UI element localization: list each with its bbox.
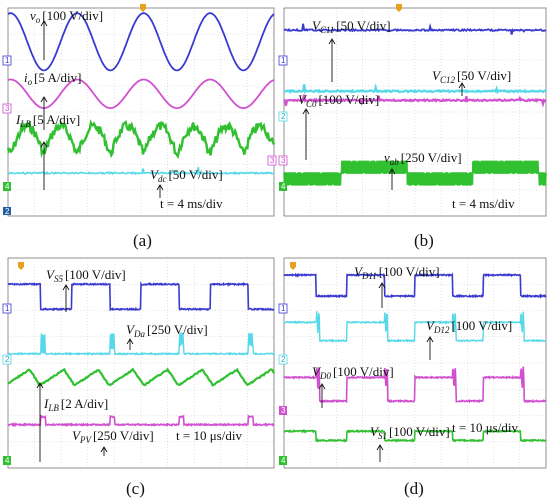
grid [284,258,546,468]
caption-c: (c) [126,479,145,498]
channel-marker-2: 2 [2,354,12,365]
channel-marker-3b: 3 [267,155,277,166]
trace-vd12 [283,311,547,344]
trace-vpv [7,413,275,428]
time-scale-d: t = 10 μs/div [452,420,518,435]
trace-vd0 [283,366,547,404]
grid [8,258,274,468]
time-scale-a: t = 4 ms/div [160,196,223,211]
channel-marker-1: 1 [278,303,288,314]
channel-marker-3: 3 [279,406,287,415]
trace-vda [7,332,275,357]
trace-vo [7,12,275,72]
grid-lines [284,8,546,216]
svg-text:2: 2 [281,112,286,121]
panel-d: VD11 [100 V/div] VD12 [100 V/div] VD0 [100 … [278,257,547,498]
svg-text:2: 2 [281,355,286,364]
label-ilb: ILB [5 A/div] [15,112,80,129]
svg-text:4: 4 [281,456,286,465]
label-vs5: VS5 [100 V/div] [46,267,126,284]
label-vab: vab [250 V/div] [384,150,462,167]
grid [8,8,274,216]
grid-lines [8,8,274,216]
trigger-marker [290,262,296,270]
panel-c: VS5 [100 V/div] VDa [250 V/div] ILB [2 A/di… [2,257,276,498]
panel-a: vo [100 V/div] io [5 A/div] ILB [5 A/div] V… [2,4,277,250]
label-vc0: VC0 [100 V/div] [298,92,379,109]
grid-lines [284,258,546,468]
panel-b: VC11 [50 V/div] VC12 [50 V/div] VC0 [100 V/… [278,4,547,250]
channel-marker-3: 3 [278,155,288,166]
channel-marker-2: 2 [278,354,288,365]
label-vc12: VC12 [50 V/div] [432,68,511,85]
trace-ilb [7,367,276,388]
label-vd11: VD11 [100 V/div] [354,264,440,281]
trace-vab [283,160,547,186]
svg-text:2: 2 [5,207,10,216]
channel-marker-4: 4 [3,182,11,191]
label-vd0: VD0 [100 V/div] [312,364,394,381]
label-vda: VDa [250 V/div] [126,322,208,339]
channel-marker-4: 4 [279,456,287,465]
channel-marker-2: 2 [278,111,288,122]
grid-lines [8,258,274,468]
caption-d: (d) [404,479,424,498]
svg-text:2: 2 [5,355,10,364]
arrows [302,38,466,190]
label-vc11: VC11 [50 V/div] [312,18,391,35]
trace-vc12 [283,83,547,95]
svg-text:3: 3 [281,406,286,415]
trigger-marker [140,4,146,12]
trace-vc11 [283,22,547,35]
grid [284,8,546,216]
channel-marker-1: 1 [278,55,288,66]
caption-b: (b) [414,231,434,250]
channel-marker-3: 3 [2,103,12,114]
label-vs1: VS1 [100 V/div] [370,424,450,441]
svg-text:4: 4 [5,456,10,465]
label-ilb: ILB [2 A/div] [43,396,108,413]
label-vd12: VD12 [100 V/div] [426,318,512,335]
svg-text:3: 3 [270,156,275,165]
label-vo: vo [100 V/div] [30,8,103,25]
trace-vd11 [283,272,547,299]
svg-text:1: 1 [5,56,10,65]
trigger-marker [18,262,24,270]
svg-text:1: 1 [281,304,286,313]
arrows [36,284,134,462]
trace-io [7,78,275,110]
arrows [40,20,164,198]
channel-marker-2: 2 [3,207,11,216]
channel-marker-4: 4 [3,456,11,465]
channel-marker-1: 1 [2,303,12,314]
channel-marker-1: 1 [2,55,12,66]
time-scale-c: t = 10 μs/div [176,428,242,443]
svg-text:3: 3 [281,156,286,165]
trigger-marker [396,4,402,12]
time-scale-b: t = 4 ms/div [452,196,515,211]
trace-vdc [7,166,274,176]
svg-text:1: 1 [5,304,10,313]
arrows [318,282,434,462]
label-vdc: Vdc [50 V/div] [150,167,223,184]
svg-text:3: 3 [5,104,10,113]
svg-text:4: 4 [281,182,286,191]
label-vpv: VPV [250 V/div] [72,428,154,445]
channel-marker-4: 4 [279,182,287,191]
trace-ilb [6,119,276,160]
label-io: io [5 A/div] [24,70,81,87]
trace-vs1 [283,428,547,443]
svg-text:1: 1 [281,56,286,65]
caption-a: (a) [133,231,152,250]
svg-text:4: 4 [5,182,10,191]
trace-vc0 [283,94,547,108]
trace-vs5 [7,281,275,312]
